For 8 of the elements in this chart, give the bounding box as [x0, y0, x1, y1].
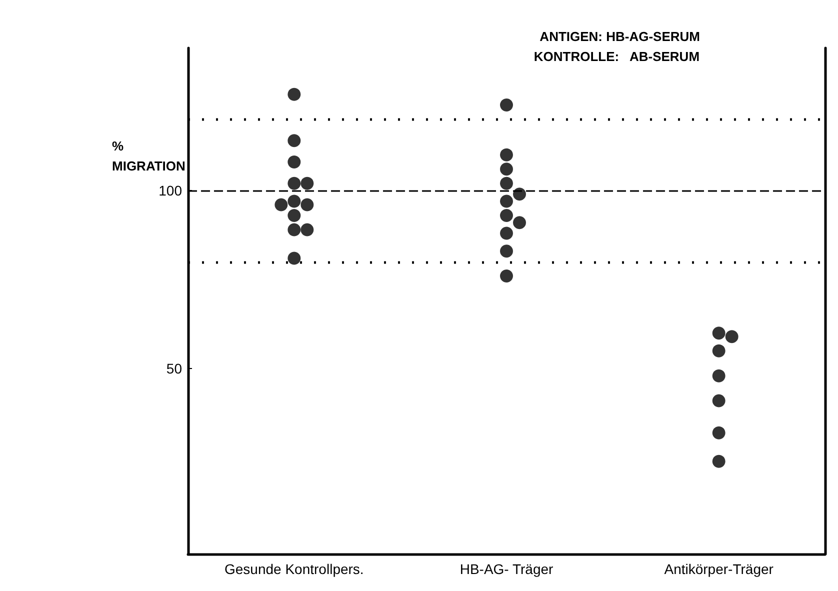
y-axis-title: % MIGRATION: [112, 138, 186, 174]
x-tick-label: Antikörper-Träger: [664, 561, 774, 577]
x-tick-label: Gesunde Kontrollpers.: [224, 561, 364, 577]
x-tick-label: HB-AG- Träger: [460, 561, 554, 577]
y-tick-label: 100: [158, 182, 182, 199]
text: ANTIGEN: HB-AG-SERUM: [540, 29, 700, 44]
annotation: KONTROLLE: AB-SERUM: [534, 49, 700, 64]
y-tick-label: 50: [166, 360, 182, 377]
